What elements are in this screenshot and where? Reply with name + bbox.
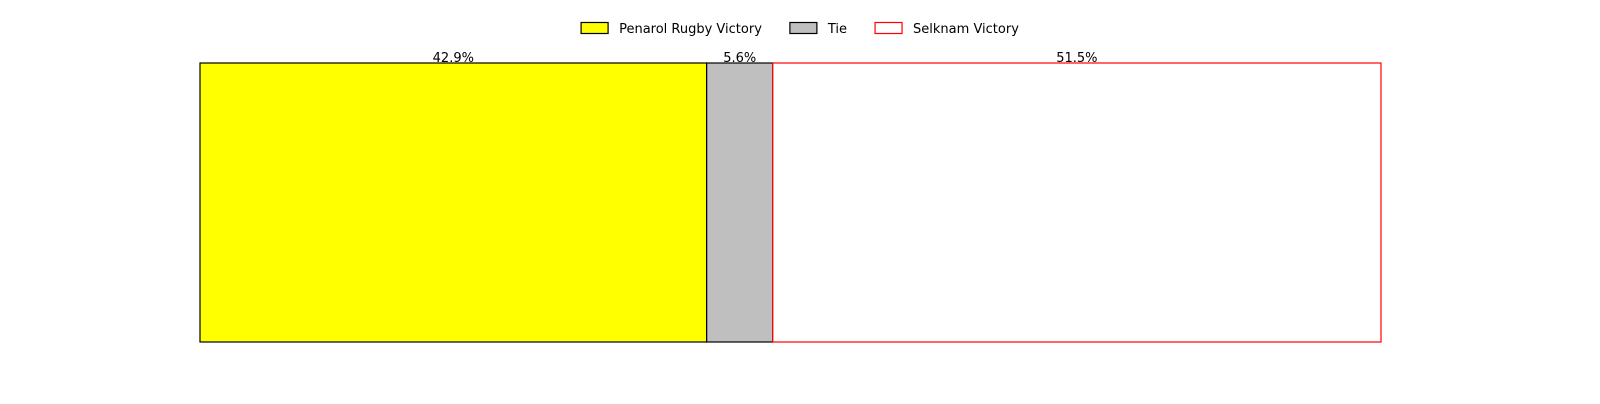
bar-value-label-tie: 5.6%	[723, 51, 756, 66]
legend-label-selknam-victory: Selknam Victory	[913, 22, 1019, 37]
legend-swatch-tie	[789, 21, 818, 35]
bar-segments	[199, 62, 1382, 343]
bar-value-label-penarol-rugby-victory: 42.9%	[433, 51, 474, 66]
legend-swatch-selknam-victory	[874, 21, 903, 35]
bar-value-label-selknam-victory: 51.5%	[1056, 51, 1097, 66]
legend: Penarol Rugby Victory Tie Selknam Victory	[580, 21, 1019, 37]
bar-value-labels: 42.9% 5.6% 51.5%	[433, 51, 1098, 66]
legend-item-selknam-victory: Selknam Victory	[874, 21, 1019, 37]
bar-segment-penarol-rugby-victory	[199, 62, 708, 343]
legend-label-penarol-rugby-victory: Penarol Rugby Victory	[619, 22, 762, 37]
legend-item-penarol-rugby-victory: Penarol Rugby Victory	[580, 21, 762, 37]
legend-swatch-penarol-rugby-victory	[580, 21, 609, 35]
bar-segment-selknam-victory	[772, 62, 1382, 343]
legend-label-tie: Tie	[827, 22, 847, 37]
legend-item-tie: Tie	[789, 21, 847, 37]
bar-segment-tie	[706, 62, 774, 343]
